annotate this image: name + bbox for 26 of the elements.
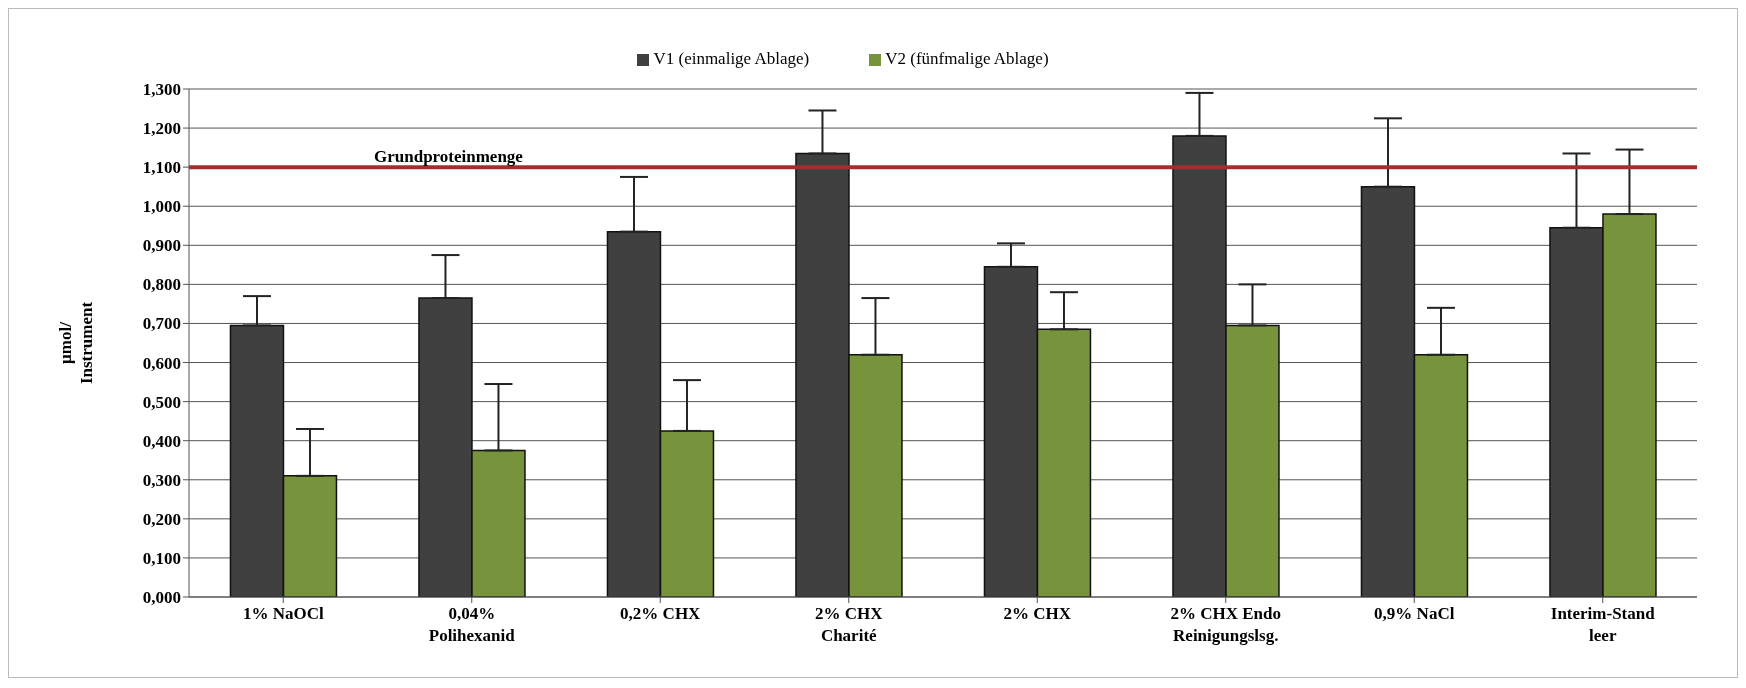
y-tick-label: 1,000 <box>142 197 181 217</box>
y-tick-label: 0,900 <box>142 236 181 256</box>
x-tick-label: 0,04% Polihexanid <box>428 604 516 645</box>
y-tick-label: 0,700 <box>142 314 181 334</box>
x-tick-label: 2% CHX <box>1003 604 1072 623</box>
y-tick-label: 0,600 <box>142 353 181 373</box>
y-tick-label: 1,200 <box>142 119 181 139</box>
y-tick-label: 0,800 <box>142 275 181 295</box>
y-tick-label: 0,500 <box>142 392 181 412</box>
x-tick-label: 1% NaOCl <box>242 604 324 623</box>
y-tick-label: 0,100 <box>142 548 181 568</box>
x-tick-label: 0,9% NaCl <box>1374 604 1455 623</box>
ref-line-label: Grundproteinmenge <box>374 147 524 167</box>
y-tick-label: 0,300 <box>142 470 181 490</box>
y-tick-label: 1,300 <box>142 80 181 100</box>
x-tick-label: 2% CHX Charité <box>814 604 884 645</box>
y-axis-title: µmol/ Instrument <box>56 301 96 385</box>
y-tick-label: 0,400 <box>142 431 181 451</box>
x-tick-label: Interim-Stand leer <box>1550 604 1656 645</box>
legend-label: V2 (fünfmalige Ablage) <box>885 49 1049 68</box>
y-tick-label: 0,000 <box>142 588 181 608</box>
y-tick-label: 0,200 <box>142 509 181 529</box>
y-tick-label: 1,100 <box>142 158 181 178</box>
x-tick-label: 2% CHX Endo Reinigungslsg. <box>1170 604 1282 645</box>
x-tick-label: 0,2% CHX <box>620 604 702 623</box>
legend-label: V1 (einmalige Ablage) <box>653 49 810 68</box>
